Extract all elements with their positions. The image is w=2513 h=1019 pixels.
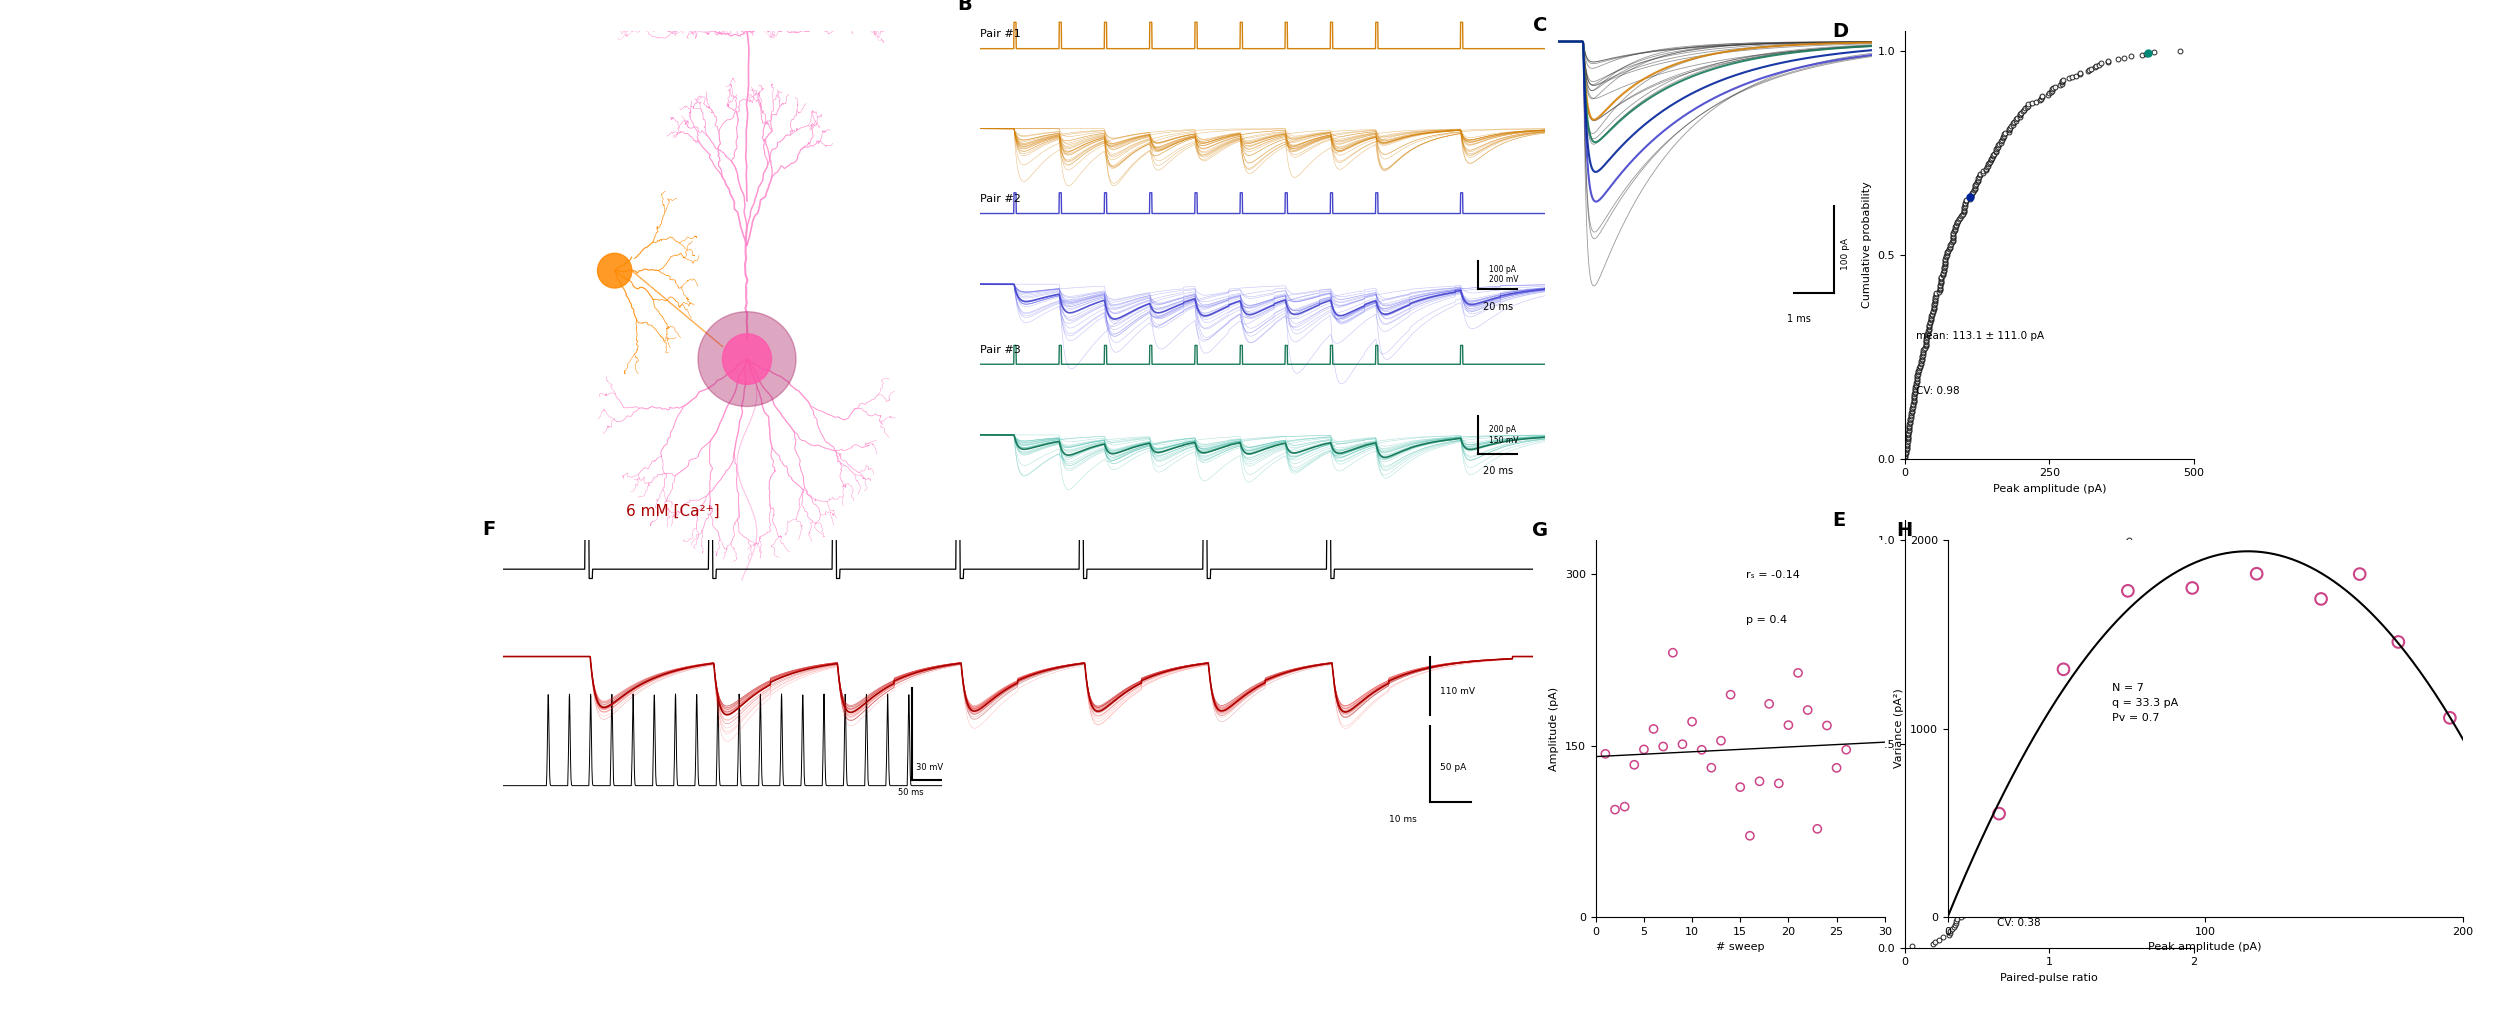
Text: 110 mV: 110 mV [1440,687,1475,696]
Point [2108,583,2149,599]
Ellipse shape [699,312,797,407]
Point [2302,591,2342,607]
Text: 50 ms: 50 ms [900,788,925,797]
Text: s.o.: s.o. [503,269,520,279]
Point [2340,566,2380,582]
Text: Pair #3: Pair #3 [980,345,1020,355]
Point [1719,779,1759,795]
Text: s.lm.: s.lm. [503,579,525,589]
Text: H: H [1897,522,1912,540]
Point [1633,720,1674,737]
Text: G: G [1533,522,1548,540]
Ellipse shape [598,254,631,288]
Point [1654,645,1694,661]
Point [1623,741,1664,757]
Text: N = 7
q = 33.3 pA
Pv = 0.7: N = 7 q = 33.3 pA Pv = 0.7 [2113,684,2179,722]
Text: 100 μm: 100 μm [829,598,864,607]
Point [1596,802,1636,818]
Text: CV: 0.38: CV: 0.38 [1998,918,2041,928]
Text: 200 pA
150 mV: 200 pA 150 mV [1488,425,1518,444]
Point [1787,702,1827,718]
Text: 50 pA: 50 pA [1440,762,1468,771]
Point [1606,799,1646,815]
Text: 6 mM [Ca²⁺]: 6 mM [Ca²⁺] [626,503,719,519]
Point [2468,770,2508,787]
X-axis label: # sweep: # sweep [1716,943,1764,953]
Point [1759,775,1799,792]
Y-axis label: Cumulative probability: Cumulative probability [1862,671,1872,797]
Text: CV: 0.98: CV: 0.98 [1917,386,1960,396]
Y-axis label: Amplitude (pA): Amplitude (pA) [1551,687,1561,770]
X-axis label: Peak amplitude (pA): Peak amplitude (pA) [2149,943,2262,953]
Text: Pair #1: Pair #1 [980,30,1020,40]
Text: B: B [957,0,973,14]
Text: Pair #2: Pair #2 [980,195,1020,204]
Point [1681,742,1721,758]
Y-axis label: Variance (pA²): Variance (pA²) [1895,689,1905,768]
Text: F: F [482,520,495,539]
Y-axis label: Cumulative probability: Cumulative probability [1862,181,1872,308]
Point [1664,736,1704,752]
Text: 20 ms: 20 ms [1483,302,1513,312]
Text: 10 ms: 10 ms [1390,815,1417,824]
Text: s.p.: s.p. [503,332,520,342]
Point [1729,827,1769,844]
Point [1691,759,1731,775]
Point [1797,820,1837,837]
Point [1739,773,1779,790]
X-axis label: Peak amplitude (pA): Peak amplitude (pA) [1993,484,2106,494]
Text: IN: IN [623,250,636,260]
Point [2237,566,2277,582]
Text: s.r.: s.r. [503,446,518,455]
Text: 100 pA: 100 pA [1840,237,1850,270]
Point [1749,696,1789,712]
Text: 100 pA
200 mV: 100 pA 200 mV [1488,265,1518,284]
X-axis label: Paired-pulse ratio: Paired-pulse ratio [2000,973,2098,983]
Point [1701,733,1742,749]
Text: mean: 0.85 ± 0.32: mean: 0.85 ± 0.32 [1998,863,2096,872]
Point [1671,713,1711,730]
Ellipse shape [724,334,771,384]
Text: E: E [1832,512,1847,530]
Point [1817,760,1857,776]
Point [1827,742,1867,758]
Point [2377,634,2418,650]
Point [1711,687,1752,703]
Text: mean: 113.1 ± 111.0 pA: mean: 113.1 ± 111.0 pA [1917,331,2046,340]
Text: D: D [1832,22,1850,41]
Point [1586,746,1626,762]
Text: rₛ = -0.14: rₛ = -0.14 [1747,570,1799,580]
Text: C: C [1533,16,1548,35]
Point [2171,580,2211,596]
Point [1779,664,1819,681]
Point [2043,661,2083,678]
Text: A: A [498,50,513,68]
Point [1980,805,2020,821]
Point [2430,709,2470,726]
Text: 1 ms: 1 ms [1787,314,1812,324]
Point [1769,717,1809,734]
Text: 20 ms: 20 ms [1483,467,1513,477]
Text: 30 mV: 30 mV [915,763,942,772]
Text: Pair #1: Pair #1 [528,99,563,108]
Point [1807,717,1847,734]
Text: p = 0.4: p = 0.4 [1747,615,1787,625]
Point [1644,739,1684,755]
Text: PC: PC [731,338,746,348]
Point [1613,757,1654,773]
